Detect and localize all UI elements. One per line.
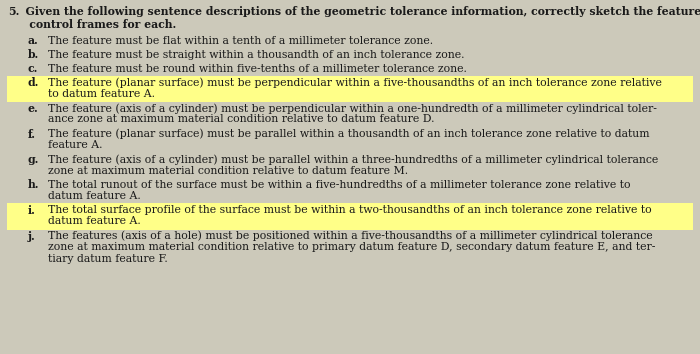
Text: The feature (planar surface) must be perpendicular within a five-thousandths of : The feature (planar surface) must be per… xyxy=(48,78,662,88)
Text: datum feature A.: datum feature A. xyxy=(48,191,141,201)
Text: zone at maximum material condition relative to primary datum feature D, secondar: zone at maximum material condition relat… xyxy=(48,242,655,252)
Text: a.: a. xyxy=(28,35,38,46)
Text: tiary datum feature F.: tiary datum feature F. xyxy=(48,253,168,263)
Text: The feature must be straight within a thousandth of an inch tolerance zone.: The feature must be straight within a th… xyxy=(48,50,465,59)
Text: The feature must be round within five-tenths of a millimeter tolerance zone.: The feature must be round within five-te… xyxy=(48,63,467,74)
Text: The feature (axis of a cylinder) must be perpendicular within a one-hundredth of: The feature (axis of a cylinder) must be… xyxy=(48,103,657,114)
Text: The feature (axis of a cylinder) must be parallel within a three-hundredths of a: The feature (axis of a cylinder) must be… xyxy=(48,154,658,165)
Text: e.: e. xyxy=(28,103,38,114)
Text: h.: h. xyxy=(28,179,39,190)
Text: datum feature A.: datum feature A. xyxy=(48,217,141,227)
Text: ance zone at maximum material condition relative to datum feature D.: ance zone at maximum material condition … xyxy=(48,114,435,125)
Text: to datum feature A.: to datum feature A. xyxy=(48,89,155,99)
Text: The total surface profile of the surface must be within a two-thousandths of an : The total surface profile of the surface… xyxy=(48,205,652,215)
Text: feature A.: feature A. xyxy=(48,140,102,150)
Text: The feature must be flat within a tenth of a millimeter tolerance zone.: The feature must be flat within a tenth … xyxy=(48,35,433,46)
Text: b.: b. xyxy=(28,50,39,61)
Text: zone at maximum material condition relative to datum feature M.: zone at maximum material condition relat… xyxy=(48,166,408,176)
Text: g.: g. xyxy=(28,154,39,165)
Text: The feature (planar surface) must be parallel within a thousandth of an inch tol: The feature (planar surface) must be par… xyxy=(48,129,650,139)
Text: d.: d. xyxy=(28,78,39,88)
Text: The total runout of the surface must be within a five-hundredths of a millimeter: The total runout of the surface must be … xyxy=(48,179,631,189)
FancyBboxPatch shape xyxy=(7,75,693,102)
Text: j.: j. xyxy=(28,230,36,241)
Text: Given the following sentence descriptions of the geometric tolerance information: Given the following sentence description… xyxy=(18,6,700,17)
Text: f.: f. xyxy=(28,129,36,139)
Text: control frames for each.: control frames for each. xyxy=(18,18,176,29)
Text: The features (axis of a hole) must be positioned within a five-thousandths of a : The features (axis of a hole) must be po… xyxy=(48,230,652,241)
Text: 5.: 5. xyxy=(8,6,20,17)
Text: c.: c. xyxy=(28,63,38,74)
Text: i.: i. xyxy=(28,205,36,216)
FancyBboxPatch shape xyxy=(7,203,693,229)
